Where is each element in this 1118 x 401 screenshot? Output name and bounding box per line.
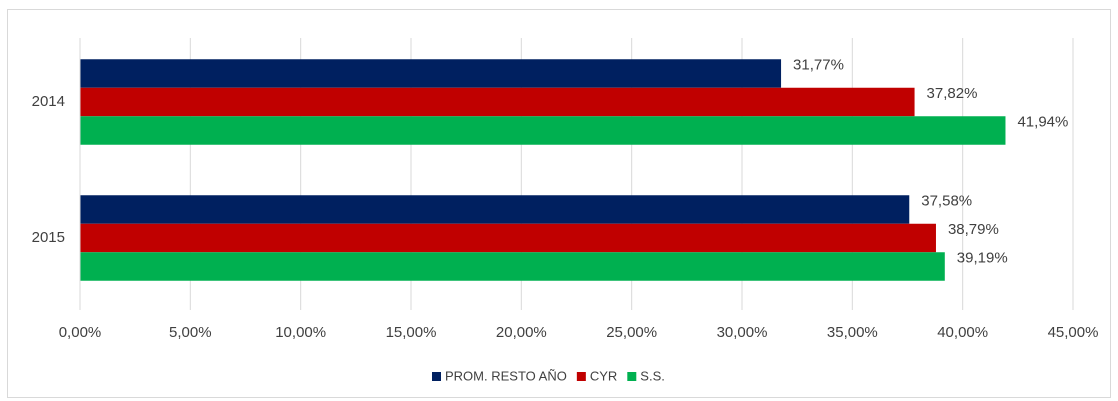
value-label: 41,94% (1017, 113, 1068, 130)
x-tick-label: 5,00% (169, 324, 212, 341)
legend-label: S.S. (640, 368, 665, 383)
bar (80, 87, 915, 117)
value-label: 38,79% (948, 221, 999, 238)
x-tick-label: 25,00% (606, 324, 657, 341)
value-label: 37,58% (921, 192, 972, 209)
value-label: 31,77% (793, 56, 844, 73)
x-tick-label: 35,00% (827, 324, 878, 341)
value-label: 39,19% (957, 249, 1008, 266)
legend-label: PROM. RESTO AÑO (445, 368, 567, 383)
x-tick-label: 30,00% (717, 324, 768, 341)
value-label: 37,82% (927, 85, 978, 102)
x-tick-label: 10,00% (275, 324, 326, 341)
x-tick-label: 40,00% (937, 324, 988, 341)
x-tick-label: 15,00% (386, 324, 437, 341)
x-tick-label: 20,00% (496, 324, 547, 341)
bar (80, 223, 936, 253)
x-tick-label: 0,00% (59, 324, 102, 341)
bar (80, 59, 782, 88)
bar (80, 252, 945, 281)
bar (80, 195, 910, 224)
legend-swatch (576, 372, 586, 381)
y-tick-label: 2014 (32, 93, 65, 110)
legend-label: CYR (590, 368, 617, 383)
y-tick-label: 2015 (32, 229, 65, 246)
bar (80, 116, 1006, 145)
legend: PROM. RESTO AÑO CYR S.S. (432, 368, 665, 383)
legend-swatch (432, 372, 441, 381)
legend-swatch (627, 372, 637, 381)
x-tick-label: 45,00% (1048, 324, 1099, 341)
